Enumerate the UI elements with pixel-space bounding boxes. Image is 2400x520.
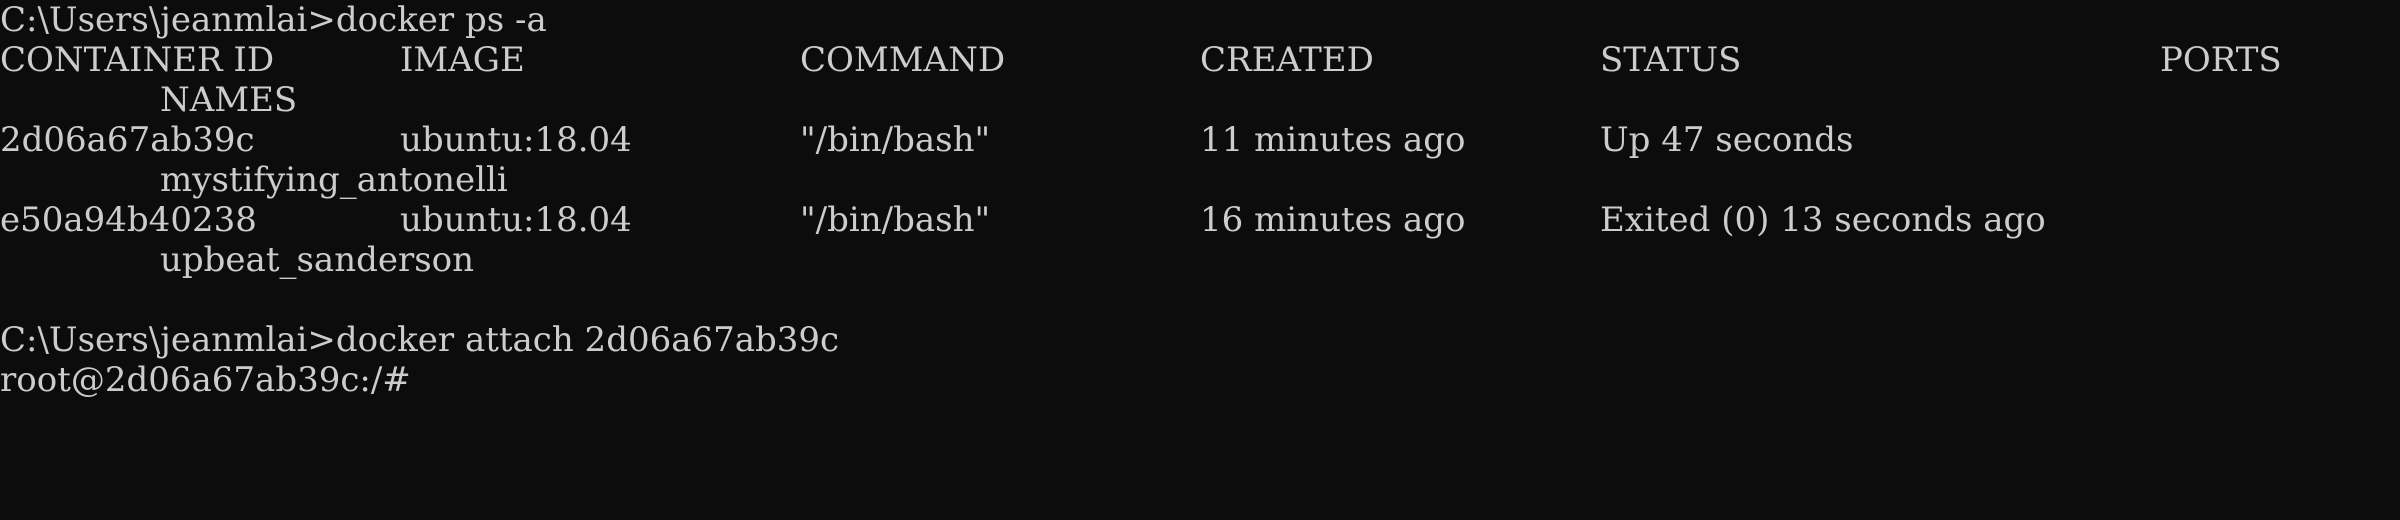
header-names: NAMES xyxy=(160,80,298,120)
header-container-id: CONTAINER ID xyxy=(0,40,275,80)
shell-prompt-text: root@2d06a67ab39c:/# xyxy=(0,360,411,400)
shell-prompt[interactable]: root@2d06a67ab39c:/# xyxy=(0,360,2400,400)
header-ports: PORTS xyxy=(2160,40,2282,80)
row-command: "/bin/bash" xyxy=(800,200,991,240)
row-names: mystifying_antonelli xyxy=(160,160,508,200)
row-status: Up 47 seconds xyxy=(1600,120,1854,160)
row-container-id: 2d06a67ab39c xyxy=(0,120,255,160)
row-image: ubuntu:18.04 xyxy=(400,120,632,160)
command-line-docker-attach: C:\Users\jeanmlai>docker attach 2d06a67a… xyxy=(0,320,840,360)
table-row: e50a94b40238 ubuntu:18.04 "/bin/bash" 16… xyxy=(0,200,2400,240)
row-created: 16 minutes ago xyxy=(1200,200,1466,240)
header-created: CREATED xyxy=(1200,40,1374,80)
row-image: ubuntu:18.04 xyxy=(400,200,632,240)
row-created: 11 minutes ago xyxy=(1200,120,1466,160)
row-command: "/bin/bash" xyxy=(800,120,991,160)
header-status: STATUS xyxy=(1600,40,1742,80)
table-row: 2d06a67ab39c ubuntu:18.04 "/bin/bash" 11… xyxy=(0,120,2400,160)
terminal-window[interactable]: C:\Users\jeanmlai>docker ps -a CONTAINER… xyxy=(0,0,2400,414)
row-status: Exited (0) 13 seconds ago xyxy=(1600,200,2046,240)
blank-line xyxy=(0,280,2400,320)
command-line-docker-ps: C:\Users\jeanmlai>docker ps -a xyxy=(0,0,547,40)
table-header-row: CONTAINER ID IMAGE COMMAND CREATED STATU… xyxy=(0,40,2400,80)
table-row-wrap: mystifying_antonelli xyxy=(0,160,2400,200)
table-row-wrap: upbeat_sanderson xyxy=(0,240,2400,280)
table-header-row-wrap: NAMES xyxy=(0,80,2400,120)
header-image: IMAGE xyxy=(400,40,525,80)
row-container-id: e50a94b40238 xyxy=(0,200,257,240)
header-command: COMMAND xyxy=(800,40,1006,80)
row-names: upbeat_sanderson xyxy=(160,240,475,280)
